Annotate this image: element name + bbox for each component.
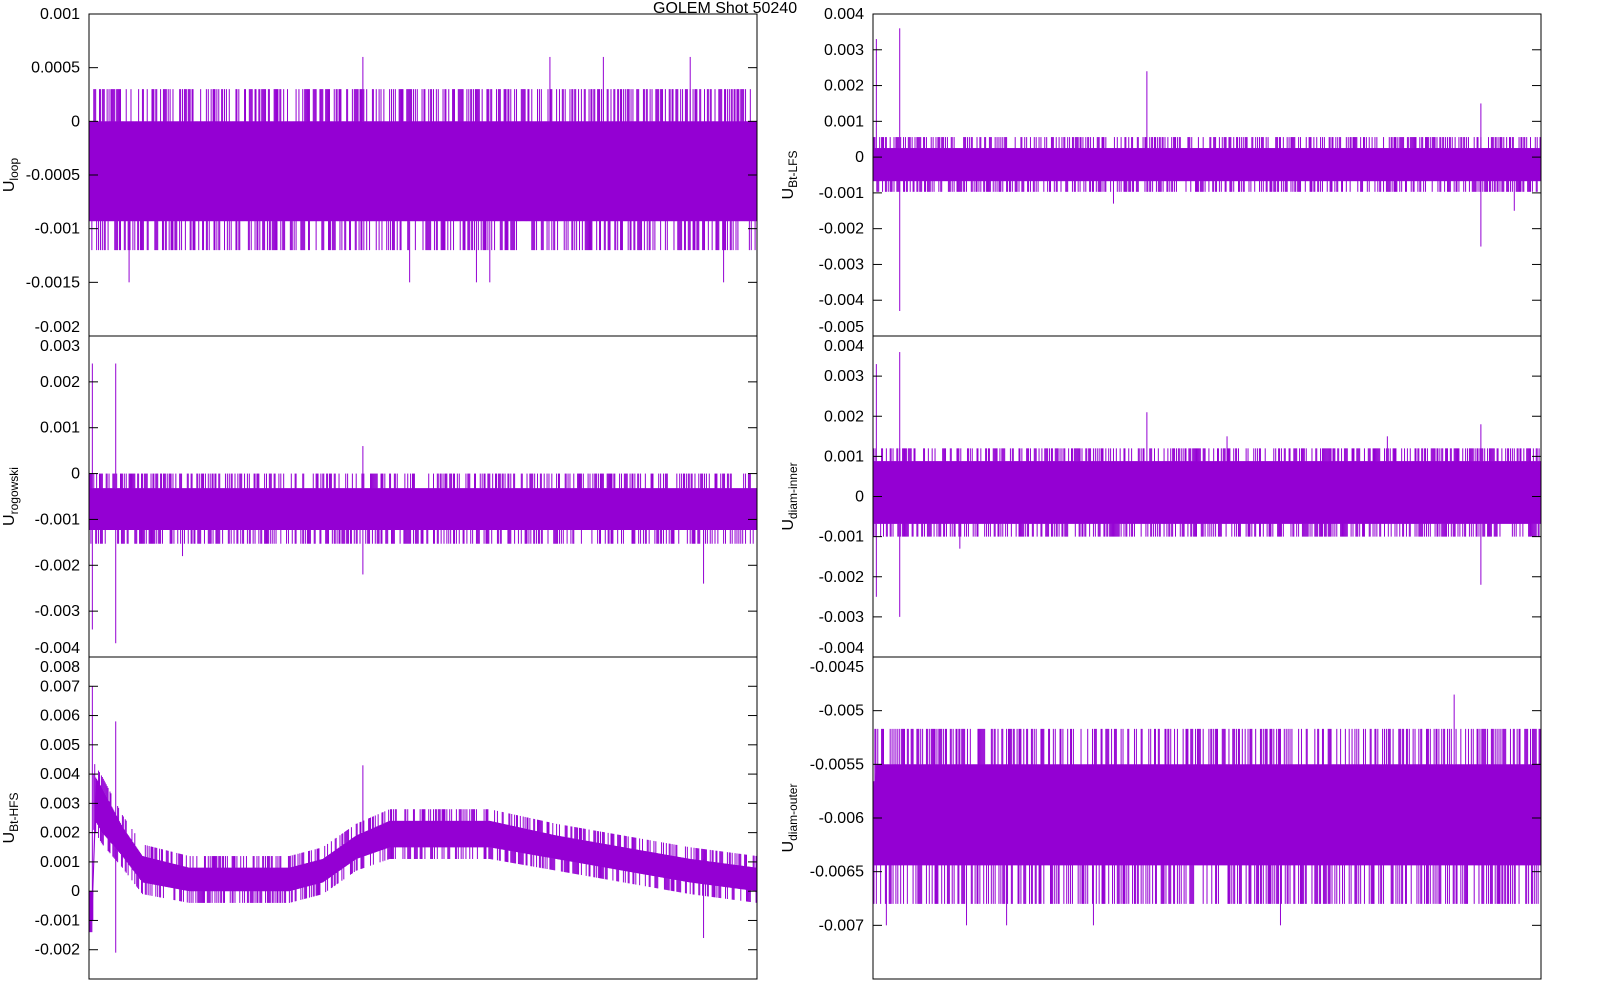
y-axis-label-main: U xyxy=(780,519,797,531)
y-tick-label: 0.006 xyxy=(40,708,80,725)
y-tick-label: -0.003 xyxy=(35,603,80,620)
y-tick-label: -0.004 xyxy=(35,640,80,657)
trace-band xyxy=(873,148,1541,182)
trace-ubt-hfs xyxy=(88,686,758,953)
y-tick-label: -0.003 xyxy=(819,256,864,273)
y-tick-label: 0.002 xyxy=(824,78,864,95)
y-tick-label: -0.0055 xyxy=(810,756,864,773)
y-tick-label: -0.001 xyxy=(35,912,80,929)
y-tick-label: 0.003 xyxy=(40,338,80,355)
y-tick-label: -0.006 xyxy=(819,810,864,827)
y-tick-label: 0.007 xyxy=(40,678,80,695)
y-tick-label: 0 xyxy=(855,149,864,166)
y-tick-label: 0.004 xyxy=(824,338,864,355)
y-axis-label-sub: diam-inner xyxy=(786,462,800,519)
y-axis-label-main: U xyxy=(780,841,797,853)
y-tick-label: 0.001 xyxy=(40,854,80,871)
y-tick-label: 0 xyxy=(855,489,864,506)
y-tick-label: -0.007 xyxy=(819,917,864,934)
y-tick-label: -0.002 xyxy=(819,221,864,238)
y-tick-label: -0.004 xyxy=(819,640,864,657)
y-tick-label: -0.002 xyxy=(35,557,80,574)
y-tick-label: 0.0005 xyxy=(31,60,80,77)
trace-uloop xyxy=(88,56,758,283)
y-axis-label: UBt-LFS xyxy=(780,151,800,200)
y-tick-label: -0.002 xyxy=(35,942,80,959)
trace-udiam-outer xyxy=(872,694,1542,926)
trace-band xyxy=(89,777,757,921)
y-tick-label: 0.002 xyxy=(40,825,80,842)
y-axis-label-main: U xyxy=(780,188,797,200)
trace-band xyxy=(873,764,1541,866)
panel-udiam-inner: 0.004 0.003 0.002 0.001 0 -0.001 -0.002 -0.003 -… xyxy=(780,335,1542,658)
y-axis-label-sub: loop xyxy=(7,158,21,181)
y-tick-label: 0.001 xyxy=(824,113,864,130)
y-tick-label: 0 xyxy=(71,883,80,900)
y-axis-label: Udiam-outer xyxy=(780,784,800,853)
y-tick-label: 0.004 xyxy=(40,766,80,783)
trace-band xyxy=(89,488,757,530)
y-tick-label: 0.002 xyxy=(40,374,80,391)
panel-ubt-lfs: 0.004 0.003 0.002 0.001 0 -0.001 -0.002 -0.003 -… xyxy=(780,6,1542,337)
y-tick-label: 0 xyxy=(71,466,80,483)
y-tick-label: -0.0005 xyxy=(26,167,80,184)
y-tick-label: 0.001 xyxy=(40,6,80,23)
y-tick-label: -0.002 xyxy=(35,319,80,336)
y-axis-label: Udiam-inner xyxy=(780,462,800,530)
y-tick-label: 0.008 xyxy=(40,659,80,676)
y-tick-label: 0.001 xyxy=(40,420,80,437)
y-tick-label: -0.005 xyxy=(819,319,864,336)
y-tick-label: -0.001 xyxy=(819,529,864,546)
trace-udiam-inner xyxy=(872,352,1542,617)
y-axis-label-sub: Bt-LFS xyxy=(786,151,800,188)
panel-urogowski: 0.003 0.002 0.001 0 -0.001 -0.002 -0.003 -0.004… xyxy=(1,335,758,658)
y-tick-label: -0.002 xyxy=(819,569,864,586)
y-tick-label: 0.003 xyxy=(40,795,80,812)
y-tick-label: -0.001 xyxy=(35,221,80,238)
y-tick-label: -0.003 xyxy=(819,609,864,626)
y-tick-label: 0 xyxy=(71,113,80,130)
y-tick-label: -0.005 xyxy=(819,703,864,720)
trace-urogowski xyxy=(88,363,758,644)
trace-band xyxy=(89,121,757,222)
y-axis-label-sub: Bt-HFS xyxy=(7,793,21,832)
y-axis-label-main: U xyxy=(1,181,18,193)
plot-frame xyxy=(88,656,758,980)
y-tick-label: 0.003 xyxy=(824,42,864,59)
panel-uloop: 0.001 0.0005 0 -0.0005 -0.001 -0.0015 -0.002 Ul… xyxy=(1,6,758,337)
y-tick-label: -0.001 xyxy=(35,511,80,528)
trace-ubt-lfs xyxy=(872,28,1542,311)
y-tick-label: -0.0045 xyxy=(810,659,864,676)
y-tick-label: 0.004 xyxy=(824,6,864,23)
y-tick-label: 0.002 xyxy=(824,408,864,425)
panel-ubt-hfs: 0.008 0.007 0.006 0.005 0.004 0.003 0.002 0.001… xyxy=(1,656,758,980)
y-axis-label: UBt-HFS xyxy=(1,793,21,844)
y-axis-label: Uloop xyxy=(1,158,21,193)
y-axis-label-sub: rogowski xyxy=(7,467,21,514)
trace-band xyxy=(873,461,1541,524)
panel-udiam-outer: -0.0045 -0.005 -0.0055 -0.006 -0.0065 -0.007 U… xyxy=(780,656,1542,980)
y-axis-label-main: U xyxy=(1,514,18,526)
y-axis-label-sub: diam-outer xyxy=(786,784,800,841)
y-tick-label: -0.0015 xyxy=(26,274,80,291)
y-tick-label: -0.001 xyxy=(819,185,864,202)
y-tick-label: -0.0065 xyxy=(810,864,864,881)
y-tick-label: 0.001 xyxy=(824,448,864,465)
y-tick-label: 0.005 xyxy=(40,737,80,754)
y-tick-label: 0.003 xyxy=(824,368,864,385)
y-tick-label: -0.004 xyxy=(819,292,864,309)
y-axis-label-main: U xyxy=(1,832,18,844)
y-axis-label: Urogowski xyxy=(1,467,21,526)
